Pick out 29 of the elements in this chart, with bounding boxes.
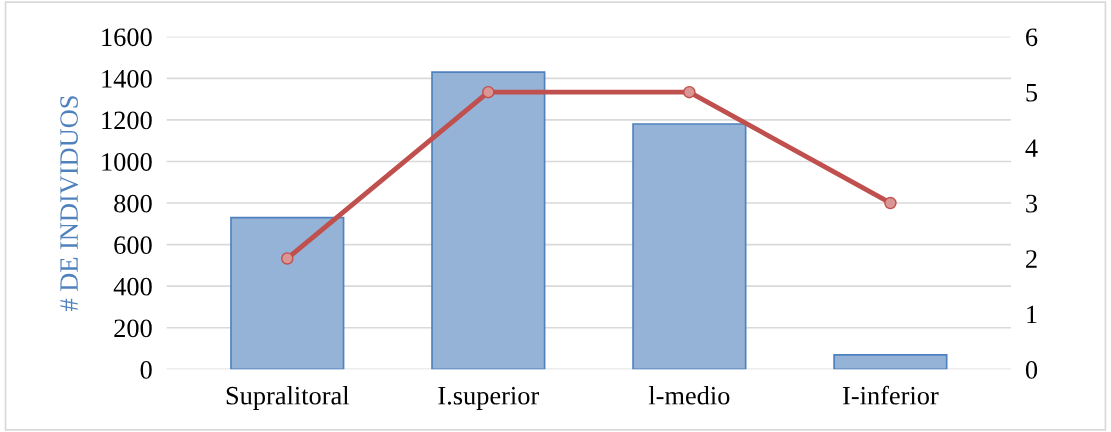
- y-tick-label: 200: [114, 319, 152, 338]
- y-axis-title: # DE INDIVIDUOS: [60, 96, 79, 312]
- y-tick-label: 400: [113, 277, 152, 296]
- point: [482, 85, 495, 99]
- x-tick-label: I.superior: [438, 386, 540, 410]
- y-tick-label: 1600: [102, 28, 152, 47]
- x-tick-label: Supralitoral: [226, 386, 350, 410]
- y2-tick-label: 0: [1025, 360, 1038, 379]
- y2-tick-label: 1: [1027, 305, 1037, 324]
- point: [884, 196, 897, 210]
- y2-tick-label: 6: [1026, 28, 1038, 47]
- bar: [431, 71, 546, 370]
- y2-tick-label: 3: [1026, 194, 1038, 213]
- y-tick-label: 0: [140, 360, 152, 379]
- y-tick-label: 1000: [102, 153, 152, 171]
- y-tick-label: 800: [114, 194, 152, 213]
- bar: [230, 216, 345, 370]
- y2-tick-label: 2: [1026, 250, 1037, 268]
- point: [683, 85, 696, 99]
- point: [281, 252, 294, 265]
- y2-tick-label: 5: [1026, 84, 1038, 102]
- bar: [833, 353, 948, 370]
- x-tick-label: l-medio: [648, 386, 730, 405]
- y-tick-label: 1400: [102, 69, 152, 88]
- y-tick-label: 1200: [102, 111, 152, 130]
- x-tick-label: I-inferior: [842, 385, 939, 405]
- bar: [632, 123, 747, 370]
- y-tick-label: 600: [114, 236, 152, 255]
- y2-tick-label: 4: [1025, 139, 1038, 157]
